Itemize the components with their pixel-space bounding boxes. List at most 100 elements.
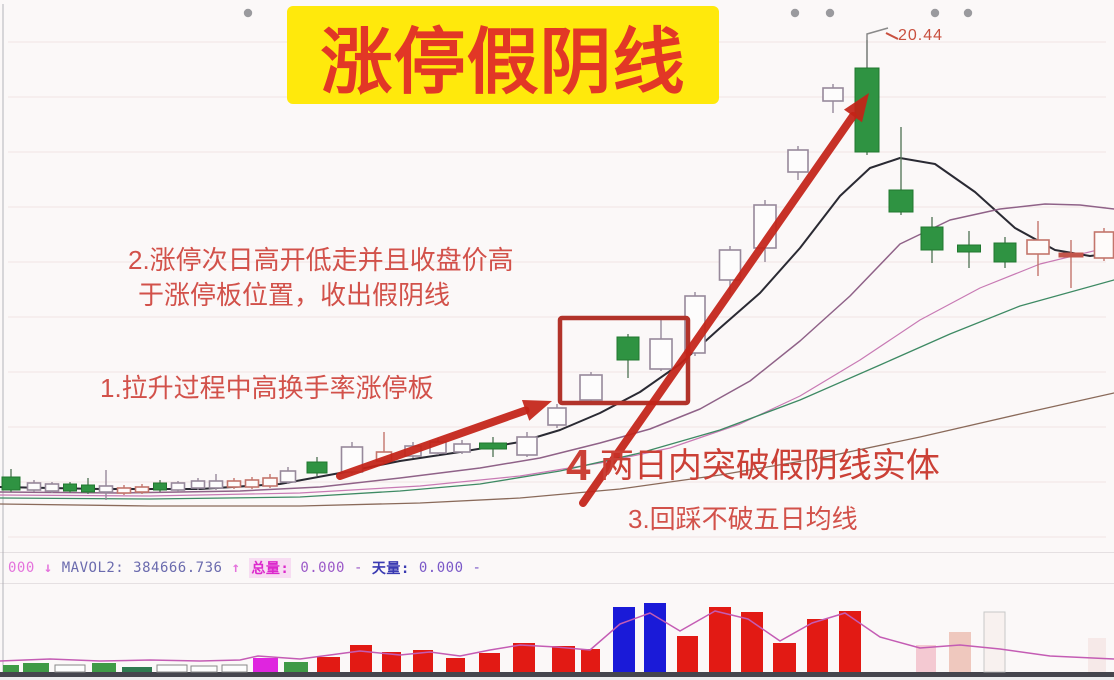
volume-ma-line	[0, 610, 1114, 662]
candle-body	[116, 487, 132, 494]
candle-body	[920, 226, 944, 251]
volume-bar	[54, 664, 86, 673]
annotation-2-line1: 2.涨停次日高开低走并且收盘价高	[128, 245, 514, 275]
candle-body	[208, 480, 224, 489]
indicator-status-bar: 000 ↓ MAVOL2: 384666.736 ↑ 总量: 0.000 - 天…	[8, 556, 481, 580]
annotation-2-line2: 于涨停板位置，收出假阴线	[138, 280, 451, 310]
volume-bar	[613, 607, 635, 672]
zongliang-value: 0.000	[300, 560, 345, 576]
volume-bar	[92, 663, 116, 672]
volume-bar	[413, 650, 433, 672]
ma-teal	[0, 279, 1114, 500]
candle-body	[649, 338, 673, 370]
candle-body	[1093, 231, 1114, 259]
volume-bar	[807, 619, 828, 672]
volume-bar	[709, 607, 731, 672]
volume-bar	[741, 612, 763, 672]
volume-bar	[23, 663, 49, 672]
volume-bar	[446, 658, 465, 672]
volume-bar	[513, 643, 535, 672]
candle-body	[134, 486, 150, 493]
annotation-4-text: 两日内突破假阴线实体	[590, 447, 940, 485]
volume-bar	[677, 636, 698, 672]
candle-body	[170, 482, 186, 491]
volume-bar	[644, 603, 666, 672]
candle-body	[98, 485, 114, 493]
candle-body	[63, 483, 77, 492]
ma-purple	[0, 203, 1114, 494]
candle-body	[306, 461, 328, 474]
ma-black	[0, 157, 1114, 490]
candle-body	[516, 436, 538, 456]
price-flag-leader	[866, 27, 889, 67]
mavol-indicator: MAVOL2: 384666.736	[61, 560, 223, 576]
volume-bar	[773, 643, 796, 672]
dash-separator-2: -	[472, 560, 482, 576]
volume-bar	[156, 664, 188, 673]
tianliang-label: 天量:	[371, 561, 410, 577]
annotation-2-fake-bearish: 2.涨停次日高开低走并且收盘价高 于涨停板位置，收出假阴线	[128, 243, 514, 313]
volume-baseline	[0, 672, 1114, 677]
candle-body	[262, 477, 278, 487]
zongliang-label: 总量:	[249, 558, 292, 578]
annotation-3-pullback: 3.回踩不破五日均线	[628, 504, 858, 534]
candle-body	[579, 374, 603, 401]
down-arrow-icon: ↓	[43, 560, 53, 576]
dash-separator: -	[353, 560, 363, 576]
title-banner: 涨停假阴线	[287, 6, 719, 104]
candle-body	[26, 482, 42, 491]
price-flag-label: 20.44	[898, 27, 944, 44]
candle-body	[81, 484, 95, 493]
volume-bar	[839, 611, 861, 672]
arrow-to-first-limit-up	[336, 406, 530, 480]
candle-body	[993, 242, 1017, 263]
volume-bar	[552, 646, 575, 672]
candle-body	[957, 244, 981, 253]
candle-body	[616, 336, 640, 361]
candle-body	[153, 482, 167, 491]
candle-body	[1026, 239, 1050, 255]
volume-pane-separator	[0, 583, 1114, 584]
tianliang-value: 0.000	[418, 560, 464, 576]
candle-body	[479, 442, 507, 450]
volume-bar	[1088, 638, 1106, 672]
candle-body	[888, 189, 914, 213]
top-marker-dot	[243, 8, 253, 18]
candle-body	[822, 87, 844, 102]
top-marker-dot	[825, 8, 835, 18]
volume-bar	[983, 611, 1006, 673]
volume-bar	[581, 649, 600, 672]
candle-body	[1, 476, 21, 491]
volume-bar	[317, 657, 340, 672]
status-left-value: 000	[8, 560, 35, 576]
ma-pink	[0, 245, 1114, 497]
candle-body	[547, 407, 567, 426]
volume-bar	[284, 662, 308, 672]
bottom-edge	[0, 677, 1114, 680]
page-title: 涨停假阴线	[320, 22, 686, 103]
volume-bar	[350, 645, 372, 672]
volume-bar	[949, 632, 971, 672]
volume-bar	[3, 665, 19, 672]
volume-bar	[916, 645, 936, 672]
arrow-to-fake-bearish-candle-head	[843, 93, 869, 123]
candle-body	[453, 443, 471, 453]
candle-body	[279, 470, 297, 483]
arrow-to-fake-bearish-candle	[579, 111, 857, 507]
volume-bar	[221, 664, 248, 673]
arrow-to-first-limit-up-head	[521, 399, 552, 421]
highlight-box	[557, 315, 691, 406]
candle-body	[190, 480, 206, 489]
candle-body	[787, 149, 809, 173]
price-flag-tick	[885, 32, 899, 40]
candle-body	[226, 480, 242, 488]
volume-bar	[253, 658, 278, 672]
candle-body	[718, 249, 742, 281]
pane-separator	[0, 552, 1114, 553]
annotation-4-number: 4	[566, 441, 591, 490]
volume-bar	[479, 653, 500, 672]
volume-bar	[190, 665, 218, 673]
candle-body	[244, 479, 260, 488]
annotation-1-limit-up: 1.拉升过程中高换手率涨停板	[100, 373, 434, 403]
